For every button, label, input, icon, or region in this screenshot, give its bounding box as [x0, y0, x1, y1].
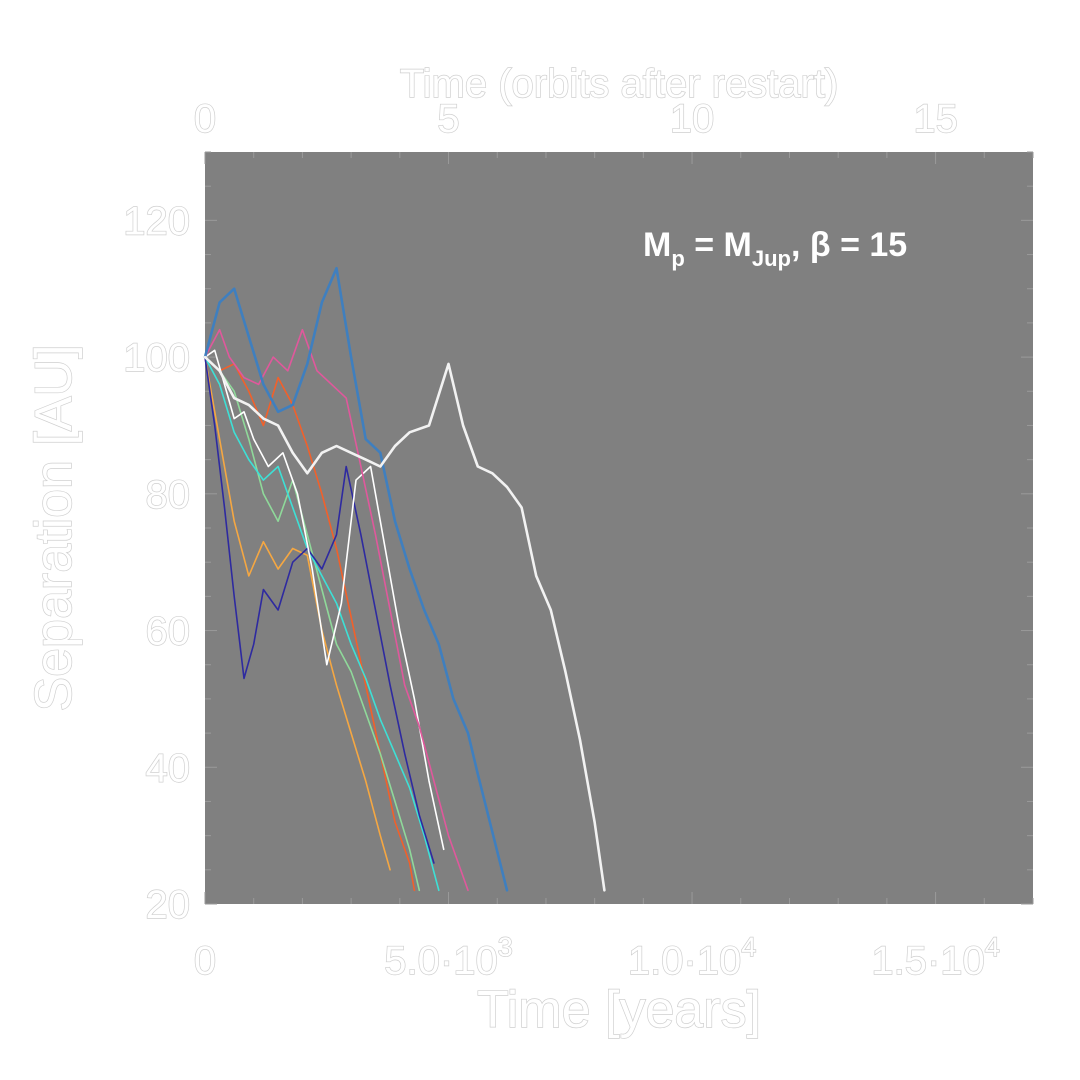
y-tick-label: 60 — [146, 610, 191, 654]
series-line-4 — [204, 356, 440, 892]
series-line-1 — [204, 356, 391, 871]
x-tick-label: 0 — [194, 939, 216, 983]
series-line-6 — [204, 349, 445, 851]
y-tick-label: 80 — [146, 473, 191, 517]
top-x-tick-label: 10 — [670, 97, 715, 141]
series-lines — [203, 266, 606, 892]
series-line-8 — [203, 266, 509, 892]
series-line-2 — [204, 356, 416, 892]
series-line-7 — [204, 328, 469, 892]
y-tick-label: 120 — [123, 199, 190, 243]
x-tick-label: 5.0·103 — [384, 932, 512, 983]
tick-marks — [204, 151, 1034, 905]
y-tick-label: 20 — [146, 883, 191, 927]
plot-area — [205, 152, 1033, 904]
y-axis-label: Separation [AU] — [25, 344, 83, 711]
parameter-annotation: Mp = MJup, β = 15 — [643, 226, 907, 271]
series-line-5 — [204, 356, 435, 864]
tick-labels: 0 5.0·103 1.0·104 1.5·104 0 5 10 15 20 40 60 80 100 1… — [123, 96, 1001, 983]
x-axis-label: Time [years] — [477, 981, 761, 1039]
x-tick-label: 1.0·104 — [628, 932, 756, 983]
top-x-axis-label: Time (orbits after restart) — [400, 62, 839, 106]
top-x-tick-label: 15 — [913, 97, 958, 141]
series-line-9 — [203, 355, 606, 892]
y-tick-label: 40 — [146, 746, 191, 790]
top-x-tick-label: 0 — [194, 97, 216, 141]
y-tick-label: 100 — [123, 336, 190, 380]
top-x-tick-label: 5 — [437, 97, 459, 141]
x-tick-label: 1.5·104 — [871, 932, 999, 983]
